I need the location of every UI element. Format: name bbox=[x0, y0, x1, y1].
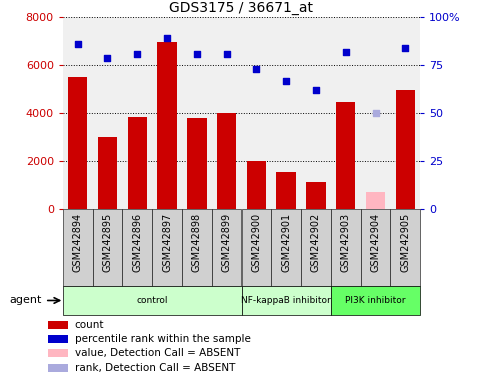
Bar bbox=[247, 161, 266, 209]
Point bbox=[372, 110, 380, 116]
Text: agent: agent bbox=[10, 295, 42, 306]
Text: control: control bbox=[136, 296, 168, 305]
Bar bbox=[301, 209, 331, 286]
Bar bbox=[128, 117, 147, 209]
Bar bbox=[48, 335, 68, 343]
Text: GSM242894: GSM242894 bbox=[72, 213, 83, 272]
Text: GSM242902: GSM242902 bbox=[311, 213, 321, 272]
Point bbox=[312, 87, 320, 93]
Bar bbox=[306, 182, 326, 209]
Text: PI3K inhibitor: PI3K inhibitor bbox=[345, 296, 406, 305]
Bar bbox=[331, 209, 361, 286]
Bar bbox=[63, 209, 93, 286]
Text: count: count bbox=[75, 319, 104, 330]
Text: GSM242895: GSM242895 bbox=[102, 213, 113, 272]
Bar bbox=[63, 286, 242, 315]
Bar bbox=[187, 118, 207, 209]
Point bbox=[342, 49, 350, 55]
Point bbox=[163, 35, 171, 41]
Text: GSM242897: GSM242897 bbox=[162, 213, 172, 272]
Text: GSM242899: GSM242899 bbox=[222, 213, 232, 272]
Bar bbox=[68, 77, 87, 209]
Bar bbox=[331, 286, 420, 315]
Bar bbox=[152, 209, 182, 286]
Bar bbox=[366, 192, 385, 209]
Bar bbox=[336, 103, 355, 209]
Bar bbox=[361, 209, 390, 286]
Bar bbox=[217, 113, 236, 209]
Bar bbox=[48, 321, 68, 329]
Point bbox=[104, 55, 112, 61]
Point bbox=[401, 45, 409, 51]
Bar bbox=[93, 209, 122, 286]
Bar bbox=[242, 286, 331, 315]
Bar bbox=[271, 209, 301, 286]
Bar bbox=[48, 349, 68, 357]
Text: GSM242900: GSM242900 bbox=[251, 213, 261, 272]
Bar bbox=[182, 209, 212, 286]
Point bbox=[74, 41, 82, 47]
Title: GDS3175 / 36671_at: GDS3175 / 36671_at bbox=[170, 1, 313, 15]
Point bbox=[253, 66, 260, 72]
Bar bbox=[242, 209, 271, 286]
Point bbox=[133, 51, 141, 57]
Text: rank, Detection Call = ABSENT: rank, Detection Call = ABSENT bbox=[75, 363, 235, 373]
Text: GSM242903: GSM242903 bbox=[341, 213, 351, 272]
Bar bbox=[390, 209, 420, 286]
Text: GSM242904: GSM242904 bbox=[370, 213, 381, 272]
Text: GSM242898: GSM242898 bbox=[192, 213, 202, 272]
Text: value, Detection Call = ABSENT: value, Detection Call = ABSENT bbox=[75, 348, 240, 358]
Point bbox=[193, 51, 201, 57]
Point bbox=[223, 51, 230, 57]
Bar bbox=[276, 172, 296, 209]
Text: NF-kappaB inhibitor: NF-kappaB inhibitor bbox=[242, 296, 331, 305]
Text: GSM242905: GSM242905 bbox=[400, 213, 411, 272]
Bar bbox=[212, 209, 242, 286]
Point bbox=[282, 78, 290, 84]
Text: percentile rank within the sample: percentile rank within the sample bbox=[75, 334, 251, 344]
Text: GSM242896: GSM242896 bbox=[132, 213, 142, 272]
Text: GSM242901: GSM242901 bbox=[281, 213, 291, 272]
Bar bbox=[48, 364, 68, 372]
Bar bbox=[396, 91, 415, 209]
Bar bbox=[98, 137, 117, 209]
Bar bbox=[122, 209, 152, 286]
Bar bbox=[157, 43, 177, 209]
